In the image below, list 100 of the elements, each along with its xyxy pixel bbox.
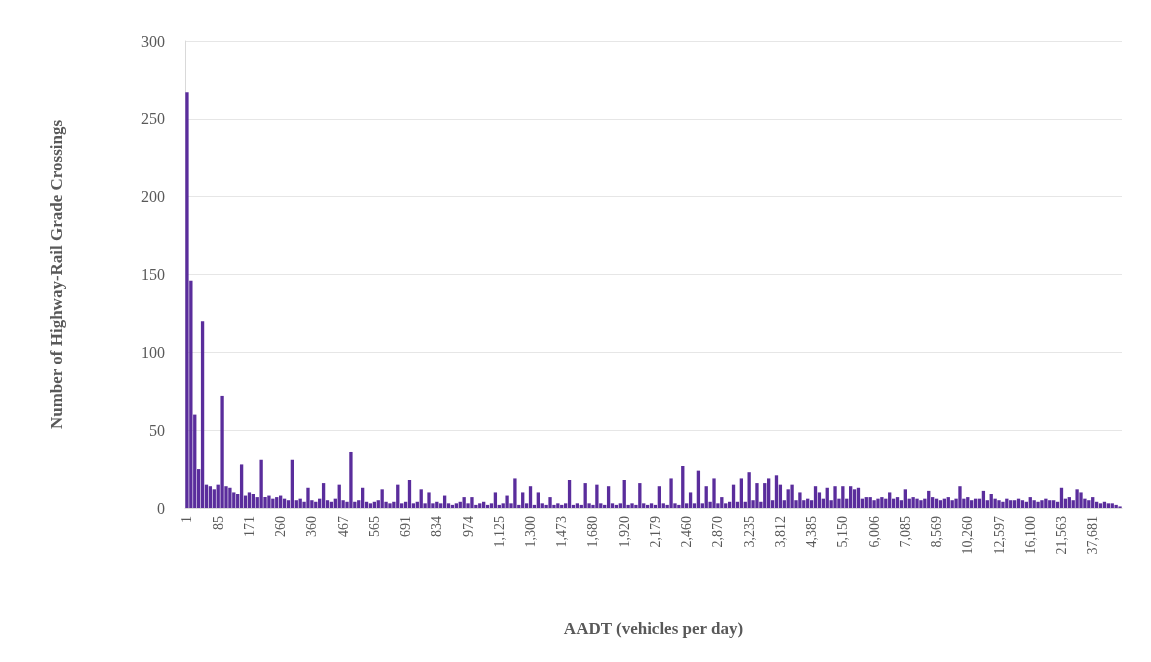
x-tick-label: 10,260 — [960, 516, 976, 555]
bar — [993, 498, 997, 508]
bar — [880, 497, 884, 508]
y-tick-label: 0 — [157, 499, 165, 517]
x-tick-label: 1,300 — [523, 516, 539, 548]
x-tick-label: 1,125 — [491, 516, 507, 548]
bar — [833, 486, 837, 508]
bar — [1044, 498, 1048, 508]
y-tick-label: 50 — [149, 421, 165, 439]
bar — [915, 498, 919, 508]
y-tick-label: 150 — [141, 266, 165, 283]
bar — [1087, 500, 1091, 508]
bar — [681, 465, 685, 508]
bar — [368, 503, 373, 508]
bar — [645, 504, 650, 508]
bar — [970, 500, 974, 508]
x-tick-label: 834 — [429, 516, 445, 537]
bar — [1040, 500, 1044, 508]
bar — [337, 484, 341, 508]
bar — [462, 497, 466, 508]
bar — [958, 486, 962, 508]
bar — [536, 492, 540, 508]
bar — [267, 495, 271, 508]
bar — [786, 489, 790, 508]
bar — [419, 489, 423, 508]
x-tick-label: 12,597 — [991, 516, 1007, 555]
bar — [1067, 497, 1071, 508]
bar — [622, 479, 626, 508]
bar — [556, 503, 560, 508]
bar — [669, 478, 673, 508]
bar — [938, 500, 943, 508]
y-tick-label: 200 — [141, 188, 165, 206]
bar — [185, 92, 189, 508]
bar — [1075, 489, 1079, 508]
bar — [903, 489, 907, 508]
bar — [407, 479, 412, 508]
bar — [275, 497, 279, 508]
bar — [989, 493, 993, 508]
bar — [247, 492, 252, 508]
bar — [868, 497, 872, 508]
y-axis-title: Number of Highway-Rail Grade Crossings — [47, 119, 66, 430]
bar — [208, 486, 213, 508]
x-tick-label: 565 — [366, 516, 382, 537]
bar — [1091, 497, 1095, 508]
bar — [1036, 501, 1040, 508]
bar — [790, 484, 794, 508]
bar — [888, 492, 892, 508]
bar — [919, 500, 923, 508]
bar — [560, 504, 564, 508]
bar — [849, 486, 853, 508]
bar — [1052, 500, 1056, 508]
x-tick-label: 85 — [210, 516, 226, 530]
bar — [1059, 487, 1064, 508]
x-tick-label: 7,085 — [897, 516, 913, 548]
bar — [946, 497, 950, 508]
x-tick-label: 1,680 — [585, 516, 601, 548]
y-tick-label: 100 — [141, 343, 165, 361]
bar — [528, 486, 533, 508]
bar — [212, 489, 216, 508]
bar — [1110, 503, 1114, 508]
x-tick-label: 5,150 — [835, 516, 851, 548]
y-tick-label: 300 — [141, 32, 165, 50]
y-tick-label: 250 — [141, 110, 165, 128]
bar — [895, 497, 900, 508]
x-tick-label: 2,870 — [710, 516, 726, 548]
bar — [470, 497, 474, 508]
bar — [704, 486, 708, 508]
bar — [583, 483, 587, 508]
bar — [575, 503, 580, 508]
bar — [306, 487, 310, 508]
x-tick-label: 8,569 — [929, 516, 945, 548]
bar — [1106, 503, 1110, 508]
x-tick-label: 171 — [241, 516, 257, 537]
bar — [638, 483, 642, 508]
bar — [856, 487, 861, 508]
bar — [259, 459, 263, 508]
bar — [1098, 503, 1103, 508]
bar — [630, 503, 634, 508]
bar — [290, 459, 295, 508]
bar — [649, 503, 654, 508]
x-tick-label: 2,460 — [679, 516, 695, 548]
bar — [1032, 500, 1036, 508]
bar — [657, 486, 662, 508]
bar — [380, 489, 384, 508]
bar — [712, 478, 716, 508]
bar — [688, 492, 693, 508]
bar — [595, 484, 599, 508]
x-tick-label: 3,235 — [741, 516, 757, 548]
bar — [1020, 500, 1025, 508]
x-tick-label: 260 — [273, 516, 289, 537]
x-tick-label: 2,179 — [647, 516, 663, 548]
bar — [731, 484, 736, 508]
bar — [321, 483, 326, 508]
bar — [966, 497, 970, 508]
x-tick-label: 691 — [398, 516, 414, 537]
bar — [521, 492, 525, 508]
x-tick-label: 360 — [304, 516, 320, 537]
x-tick-label: 974 — [460, 516, 476, 537]
bar — [813, 486, 818, 508]
bar — [997, 500, 1001, 508]
